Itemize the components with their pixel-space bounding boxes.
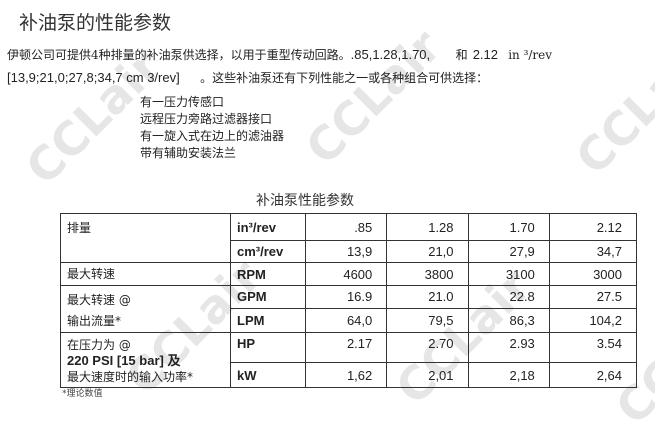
value-cell: 22.8 — [467, 285, 550, 309]
page-title: 补油泵的性能参数 — [19, 12, 172, 34]
value-cell: 2.93 — [467, 332, 550, 363]
intro-line-1: 伊顿公司可提供4种排量的补油泵供选择，以用于重型传动回路。.85,1.28,1.… — [7, 44, 552, 63]
value-cell: 2.70 — [386, 332, 469, 363]
value-cell: 1,62 — [304, 362, 388, 388]
footnote: *理论数值 — [62, 389, 103, 399]
value-cell: 34,7 — [548, 240, 638, 263]
value-cell: 2,64 — [548, 362, 638, 388]
value-cell: 13,9 — [304, 240, 388, 263]
unit-cell: kW — [230, 362, 306, 388]
value-cell: 64,0 — [304, 307, 388, 334]
unit-cell: cm³/rev — [230, 240, 306, 263]
feature-item: 带有辅助安装法兰 — [140, 146, 237, 160]
value-cell: 16.9 — [304, 285, 388, 309]
value-cell: 27,9 — [467, 240, 550, 263]
unit-cell: HP — [230, 332, 306, 363]
value-cell: 79,5 — [386, 307, 469, 334]
watermark: CCLair — [295, 19, 452, 175]
intro-text: 伊顿公司可提供4种排量的补油泵供选择，以用于重型传动回路。 — [7, 48, 351, 62]
value-cell: .85 — [304, 213, 388, 241]
value-cell: 21.0 — [386, 285, 469, 309]
row-label-flow: 最大转速 @ 输出流量* — [60, 285, 231, 333]
intro-metric-values: [13,9;21,0;27,8;34,7 cm 3/rev] — [7, 70, 180, 85]
unit-cell: RPM — [230, 262, 306, 286]
value-cell: 4600 — [304, 262, 388, 286]
unit-cell: GPM — [230, 285, 306, 309]
unit-cell: in³/rev — [230, 213, 306, 241]
value-cell: 3000 — [548, 262, 638, 286]
value-cell: 3800 — [386, 262, 469, 286]
row-label-displacement: 排量 — [60, 213, 231, 263]
intro-text-2: 。这些补油泵还有下列性能之一或各种组合可供选择： — [200, 71, 489, 85]
feature-item: 有一旋入式在边上的滤油器 — [140, 129, 285, 143]
table-title: 补油泵性能参数 — [256, 193, 354, 209]
performance-table: 排量 in³/rev .85 1.28 1.70 2.12 cm³/rev 13… — [60, 213, 638, 388]
value-cell: 2.17 — [304, 332, 388, 363]
label-line: 最大速度时的输入功率* — [67, 370, 194, 384]
intro-line-2: [13,9;21,0;27,8;34,7 cm 3/rev] 。这些补油泵还有下… — [7, 67, 488, 86]
value-cell: 1.28 — [386, 213, 469, 241]
value-cell: 27.5 — [548, 285, 638, 309]
intro-unit: in ³/rev — [508, 48, 553, 62]
value-cell: 3.54 — [548, 332, 638, 363]
label-line: 在压力为 @ — [67, 338, 131, 352]
intro-last-value: 2.12 — [472, 47, 499, 62]
value-cell: 2.12 — [548, 213, 638, 241]
label-line: 输出流量* — [67, 314, 122, 328]
row-label-power: 在压力为 @ 220 PSI [15 bar] 及 最大速度时的输入功率* — [60, 332, 231, 388]
value-cell: 3100 — [467, 262, 550, 286]
label-line: 220 PSI [15 bar] 及 — [67, 353, 181, 368]
feature-item: 有一压力传感口 — [140, 95, 225, 109]
label-line: 最大转速 @ — [67, 293, 131, 307]
intro-and: 和 — [455, 48, 468, 62]
feature-item: 远程压力旁路过滤器接口 — [140, 112, 273, 126]
row-label-max-speed: 最大转速 — [60, 262, 231, 286]
value-cell: 2,18 — [467, 362, 550, 388]
unit-cell: LPM — [230, 307, 306, 334]
value-cell: 21,0 — [386, 240, 469, 263]
watermark: CCLair — [565, 29, 655, 185]
intro-values: .85,1.28,1.70, — [350, 47, 431, 62]
value-cell: 104,2 — [548, 307, 638, 334]
value-cell: 2,01 — [386, 362, 469, 388]
feature-list: 有一压力传感口 远程压力旁路过滤器接口 有一旋入式在边上的滤油器 带有辅助安装法… — [140, 94, 284, 162]
value-cell: 86,3 — [467, 307, 550, 334]
value-cell: 1.70 — [467, 213, 550, 241]
